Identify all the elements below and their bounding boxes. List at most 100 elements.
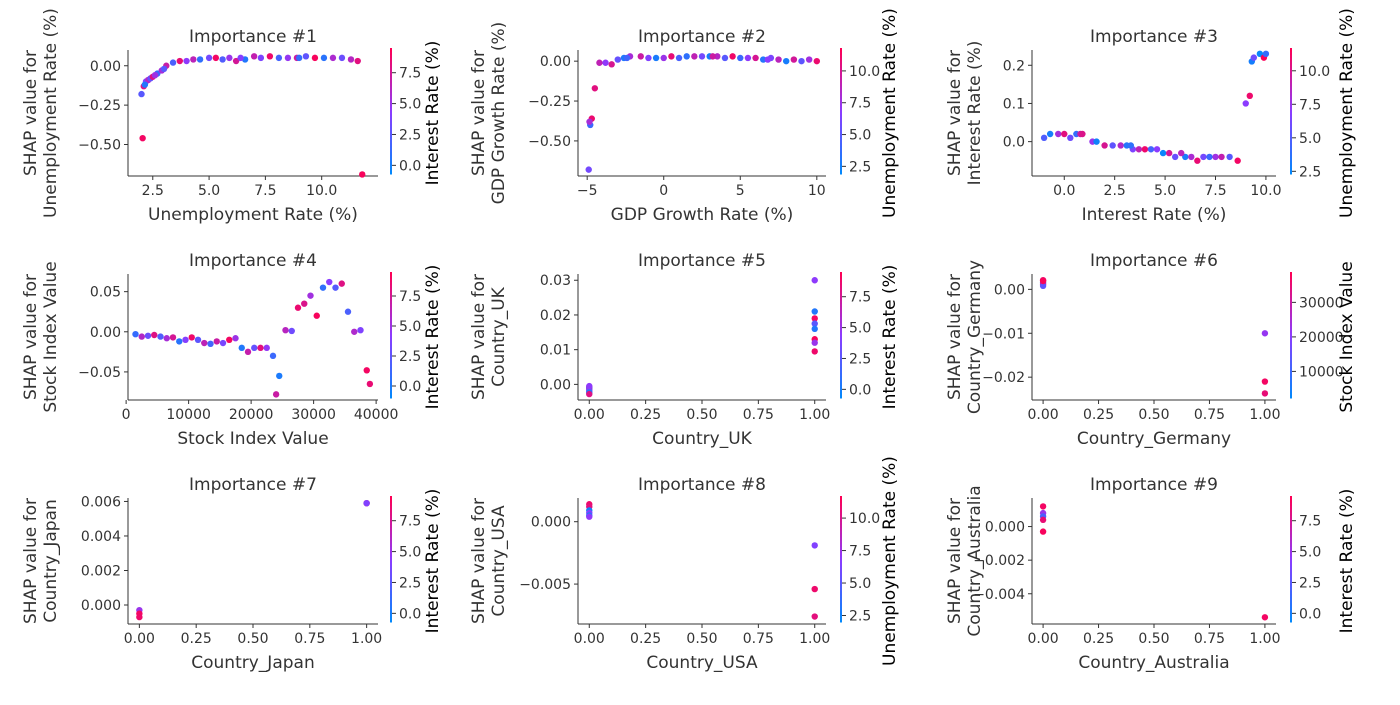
y-axis-label: Country_USA: [489, 505, 509, 617]
colorbar-segment: [1290, 530, 1292, 535]
data-point: [201, 339, 208, 347]
colorbar-label: Unemployment Rate (%): [1337, 8, 1357, 218]
data-point: [188, 334, 195, 341]
colorbar-segment: [840, 114, 842, 118]
y-axis-label: SHAP value for: [469, 498, 489, 624]
data-point: [1127, 142, 1135, 149]
data-point: [1212, 153, 1219, 161]
x-axis-label: Country_Germany: [1077, 429, 1231, 449]
x-axis-label: Country_UK: [652, 429, 752, 449]
x-tick-label: 5.0: [198, 183, 220, 199]
subplot-title: Importance #9: [1090, 475, 1218, 495]
y-axis-label: Country_UK: [489, 286, 509, 386]
colorbar-segment: [840, 51, 842, 55]
colorbar-segment: [840, 88, 842, 93]
colorbar-tick-label: 5.0: [849, 128, 871, 144]
y-axis-label: Country_Japan: [41, 499, 61, 622]
colorbar-segment: [1290, 391, 1292, 396]
data-point: [169, 59, 177, 66]
colorbar-segment: [1290, 552, 1292, 557]
data-point: [311, 54, 319, 62]
data-point: [272, 391, 280, 398]
colorbar-segment: [1290, 514, 1292, 519]
colorbar-segment: [1290, 375, 1292, 380]
colorbar-segment: [1290, 120, 1292, 125]
data-point: [244, 348, 252, 356]
colorbar-segment: [840, 577, 842, 582]
colorbar-segment: [840, 562, 842, 566]
colorbar-segment: [1290, 145, 1292, 150]
colorbar-tick-label: 2.5: [1299, 164, 1321, 180]
colorbar-segment: [840, 92, 842, 96]
colorbar-segment: [1290, 117, 1292, 121]
colorbar-segment: [840, 170, 842, 175]
colorbar-segment: [390, 48, 392, 52]
colorbar-segment: [840, 559, 842, 563]
colorbar-segment: [1290, 543, 1292, 547]
data-point: [623, 54, 631, 62]
subplot-importance-7: Importance #7 0.00 0.25 0.50 0.75 1.00 0.000 0.…: [21, 475, 443, 673]
colorbar-segment: [390, 133, 392, 137]
colorbar-segment: [1290, 66, 1292, 71]
colorbar-tick-label: 20000: [1299, 330, 1344, 346]
data-point: [721, 54, 729, 62]
data-point: [332, 284, 339, 291]
x-axis-label: Stock Index Value: [177, 429, 328, 449]
colorbar-tick-label: 0.0: [399, 606, 421, 622]
colorbar-segment: [840, 328, 842, 333]
data-point: [1039, 503, 1047, 510]
colorbar-segment: [840, 350, 842, 355]
colorbar-segment: [1290, 111, 1292, 115]
colorbar-tick-label: 7.5: [399, 66, 421, 82]
colorbar-segment: [390, 145, 392, 150]
data-point: [714, 53, 721, 60]
colorbar-segment: [390, 350, 392, 355]
colorbar-segment: [840, 382, 842, 386]
colorbar-segment: [390, 335, 392, 339]
colorbar-segment: [390, 79, 392, 84]
data-point: [1262, 50, 1270, 58]
y-tick-label: 0.03: [540, 273, 571, 289]
data-point: [737, 54, 744, 62]
colorbar-segment: [390, 151, 392, 156]
data-point: [798, 57, 805, 65]
colorbar-segment: [840, 120, 842, 125]
colorbar-tick-label: 5.0: [399, 97, 421, 113]
colorbar-segment: [1290, 369, 1292, 374]
colorbar-segment: [1290, 502, 1292, 506]
colorbar-segment: [1290, 584, 1292, 588]
colorbar-segment: [390, 511, 392, 516]
colorbar-segment: [1290, 294, 1292, 298]
x-tick-label: 0: [659, 183, 668, 199]
colorbar-segment: [1290, 533, 1292, 538]
y-tick-label: 0.2: [1003, 58, 1025, 74]
data-point: [608, 61, 615, 68]
data-point: [596, 59, 603, 66]
y-tick-label: −0.50: [528, 134, 571, 150]
x-axis-label: Country_Australia: [1078, 653, 1229, 673]
colorbar-segment: [1290, 524, 1292, 528]
colorbar-segment: [390, 117, 392, 121]
colorbar-segment: [1290, 309, 1292, 314]
colorbar-segment: [840, 524, 842, 528]
colorbar-segment: [840, 369, 842, 374]
colorbar-segment: [840, 60, 842, 65]
colorbar-segment: [390, 111, 392, 115]
x-tick-label: 1.00: [351, 631, 382, 647]
subplot-title: Importance #5: [638, 251, 766, 271]
colorbar-segment: [390, 514, 392, 519]
colorbar-segment: [840, 606, 842, 610]
x-tick-label: 0.75: [743, 631, 774, 647]
colorbar-tick-label: 2.5: [399, 575, 421, 591]
data-point: [363, 367, 370, 374]
colorbar-segment: [390, 379, 392, 383]
colorbar-tick-label: 7.5: [399, 289, 421, 305]
colorbar-segment: [840, 366, 842, 371]
colorbar-segment: [840, 609, 842, 614]
colorbar-segment: [840, 546, 842, 551]
colorbar-segment: [840, 275, 842, 279]
colorbar-segment: [1290, 142, 1292, 147]
colorbar-segment: [1290, 577, 1292, 582]
colorbar-segment: [1290, 272, 1292, 276]
